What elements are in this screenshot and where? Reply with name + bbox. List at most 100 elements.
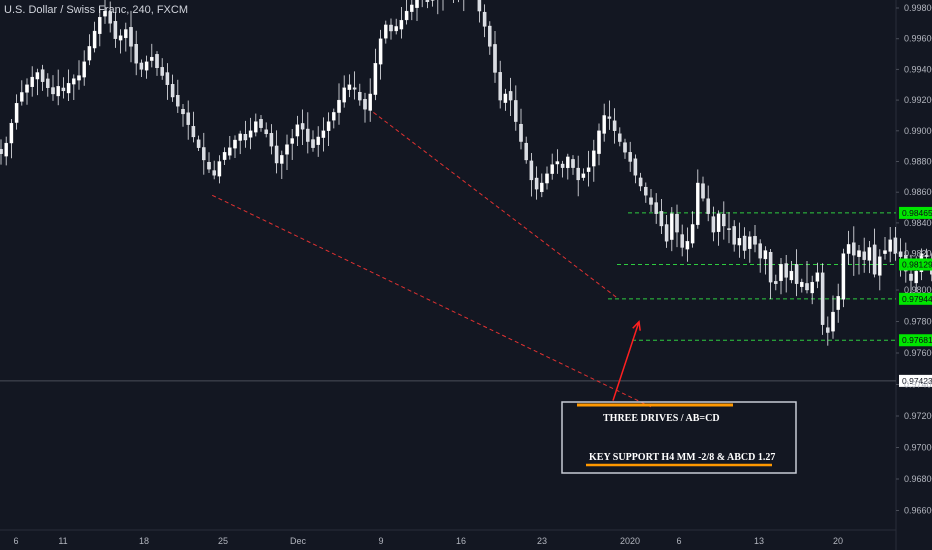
svg-text:0.98129: 0.98129 bbox=[902, 259, 932, 269]
candle bbox=[337, 83, 341, 125]
candle bbox=[378, 29, 383, 80]
candle bbox=[774, 274, 778, 291]
candle bbox=[612, 108, 617, 144]
time-tick-label: 16 bbox=[456, 536, 466, 546]
projection-arrow bbox=[612, 321, 640, 401]
candle bbox=[352, 71, 357, 100]
channel-lower-line bbox=[211, 194, 654, 409]
candle bbox=[228, 135, 232, 160]
candle bbox=[675, 204, 679, 248]
candle bbox=[779, 257, 783, 295]
candle bbox=[238, 130, 242, 155]
candle bbox=[243, 120, 248, 148]
candle bbox=[129, 10, 133, 63]
candle bbox=[311, 130, 315, 152]
candle bbox=[269, 124, 274, 155]
candle bbox=[113, 11, 118, 48]
candle bbox=[883, 236, 887, 260]
annotation-line-2: KEY SUPPORT H4 MM -2/8 & ABCD 1.27 bbox=[589, 452, 775, 463]
time-tick-label: 2020 bbox=[620, 536, 640, 546]
candle bbox=[144, 55, 149, 79]
level-price-label: 0.97681 bbox=[899, 334, 932, 347]
candle bbox=[264, 122, 268, 138]
candle bbox=[628, 141, 632, 172]
candle bbox=[664, 215, 669, 248]
candle bbox=[452, 0, 454, 4]
candle bbox=[358, 83, 362, 106]
candle bbox=[571, 155, 575, 175]
candle bbox=[61, 77, 66, 99]
candle bbox=[35, 68, 40, 96]
candle bbox=[690, 211, 695, 248]
candle bbox=[290, 129, 294, 160]
candle bbox=[888, 226, 892, 263]
time-axis: 6 11 18 25 Dec 9 16 23 2020 6 13 20 bbox=[13, 536, 843, 546]
candle bbox=[46, 73, 50, 97]
candle bbox=[862, 237, 866, 273]
candle bbox=[212, 160, 216, 180]
candle bbox=[488, 21, 492, 55]
candle bbox=[150, 43, 154, 68]
candle bbox=[20, 80, 24, 106]
candle bbox=[285, 134, 289, 170]
time-tick-label: 18 bbox=[139, 536, 149, 546]
candle bbox=[789, 260, 794, 284]
candle bbox=[458, 0, 460, 3]
candle bbox=[560, 160, 565, 178]
price-axis: 0.98465 0.98129 0.97944 0.97681 0.97423 0.998… bbox=[896, 3, 932, 516]
candle bbox=[170, 74, 175, 102]
candle bbox=[9, 118, 14, 159]
candle bbox=[711, 206, 716, 242]
svg-text:0.97944: 0.97944 bbox=[902, 294, 932, 304]
candle bbox=[540, 173, 544, 198]
candle bbox=[373, 48, 378, 101]
candle bbox=[160, 58, 164, 80]
candle bbox=[701, 176, 705, 202]
candle bbox=[368, 78, 372, 122]
candle bbox=[394, 18, 398, 35]
candle bbox=[581, 168, 586, 181]
candle bbox=[508, 77, 513, 116]
candle bbox=[768, 249, 773, 300]
candle bbox=[316, 126, 320, 157]
candle bbox=[758, 239, 762, 273]
candle bbox=[306, 112, 310, 154]
candle bbox=[784, 254, 788, 293]
horizontal-levels bbox=[0, 212, 896, 382]
candle bbox=[737, 222, 742, 258]
candles bbox=[0, 0, 932, 346]
candle bbox=[805, 261, 809, 294]
candle bbox=[800, 278, 804, 293]
candle bbox=[503, 88, 508, 111]
candle bbox=[670, 207, 674, 252]
candle bbox=[753, 225, 757, 253]
candle bbox=[155, 51, 159, 76]
candle bbox=[659, 198, 664, 234]
candle bbox=[233, 135, 237, 158]
candle bbox=[87, 34, 92, 66]
time-tick-label: 11 bbox=[58, 536, 67, 546]
candle bbox=[134, 30, 138, 76]
time-tick-label: 13 bbox=[754, 536, 764, 546]
candle bbox=[202, 132, 206, 175]
candle bbox=[716, 210, 721, 246]
candle bbox=[597, 123, 601, 166]
candle bbox=[534, 166, 539, 200]
svg-text:0.97423: 0.97423 bbox=[902, 376, 932, 386]
candle bbox=[498, 60, 502, 109]
candle bbox=[680, 224, 684, 257]
candle bbox=[92, 21, 97, 53]
candle bbox=[463, 0, 465, 12]
candle bbox=[4, 136, 8, 166]
candle bbox=[794, 249, 799, 297]
